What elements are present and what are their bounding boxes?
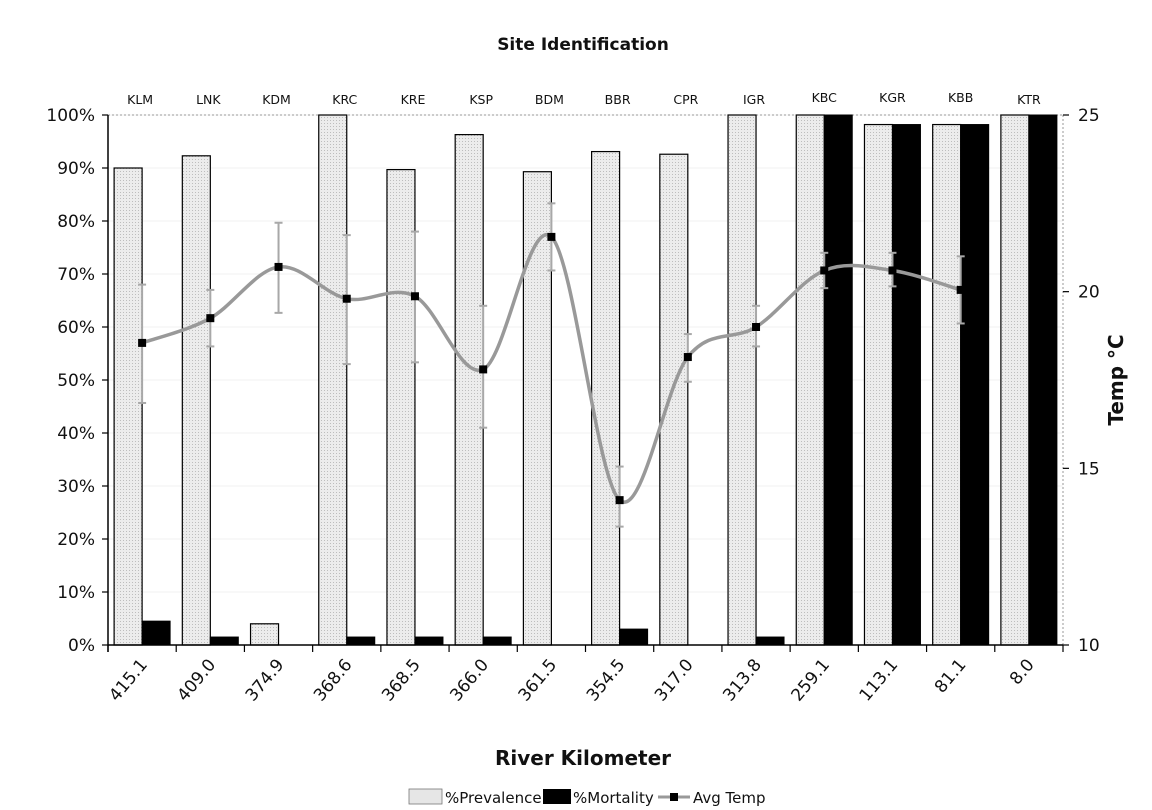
bar-mortality bbox=[960, 124, 990, 646]
bar-mortality bbox=[346, 636, 376, 646]
bar-prevalence bbox=[386, 168, 416, 646]
bar-mortality bbox=[209, 636, 239, 646]
y2-tick-label: 25 bbox=[1078, 106, 1100, 126]
y2-tick-label: 20 bbox=[1078, 283, 1100, 303]
site-label: KDM bbox=[262, 92, 291, 107]
temp-marker bbox=[888, 266, 897, 275]
temp-marker bbox=[206, 314, 215, 323]
bars bbox=[113, 114, 1058, 646]
chart-title: Site Identification bbox=[497, 35, 669, 55]
site-label: KSP bbox=[469, 92, 493, 107]
temp-marker bbox=[547, 232, 556, 241]
bar-prevalence bbox=[1000, 114, 1030, 646]
x-tick-label: 368.5 bbox=[378, 655, 425, 705]
legend-swatch-mortality bbox=[543, 789, 571, 804]
x-tick-label: 317.0 bbox=[651, 655, 698, 705]
site-label: KRE bbox=[401, 92, 426, 107]
x-tick-label: 259.1 bbox=[787, 655, 834, 705]
bar-prevalence bbox=[863, 123, 894, 646]
site-label: KBC bbox=[812, 90, 838, 105]
y-tick-label: 20% bbox=[57, 530, 95, 550]
y2-axis-title: Temp °C bbox=[1104, 334, 1128, 425]
temp-marker bbox=[138, 338, 147, 347]
y-tick-label: 10% bbox=[57, 583, 95, 603]
temp-marker bbox=[479, 365, 488, 374]
x-tick-label: 415.1 bbox=[105, 655, 152, 705]
bar-prevalence bbox=[249, 623, 280, 646]
y-tick-label: 50% bbox=[57, 371, 95, 391]
temp-marker bbox=[342, 294, 351, 303]
x-tick-label: 409.0 bbox=[174, 655, 221, 705]
site-label: KTR bbox=[1017, 92, 1041, 107]
y-tick-label: 70% bbox=[57, 265, 95, 285]
temp-line-layer bbox=[138, 232, 965, 505]
x-tick-label: 366.0 bbox=[446, 655, 493, 705]
y2-tick-label: 10 bbox=[1078, 636, 1100, 656]
x-axis-title: River Kilometer bbox=[495, 746, 671, 770]
y-tick-label: 100% bbox=[46, 106, 95, 126]
x-tick-label: 368.6 bbox=[310, 655, 357, 705]
x-axis-ticks: 415.1 409.0 374.9 368.6 368.5 366.0 361.5 354.5… bbox=[105, 645, 1064, 705]
bar-mortality bbox=[1028, 114, 1058, 646]
bar-mortality bbox=[414, 636, 444, 646]
site-label: IGR bbox=[743, 92, 765, 107]
bar-prevalence bbox=[727, 114, 757, 646]
bar-prevalence bbox=[113, 167, 143, 646]
x-tick-label: 8.0 bbox=[1006, 655, 1039, 689]
site-label: KRC bbox=[332, 92, 357, 107]
bar-prevalence bbox=[181, 155, 211, 646]
x-tick-label: 113.1 bbox=[856, 655, 903, 705]
site-label: BDM bbox=[535, 92, 564, 107]
site-label: KLM bbox=[127, 92, 153, 107]
legend-marker-temp bbox=[670, 793, 678, 801]
y-tick-label: 80% bbox=[57, 212, 95, 232]
site-labels: KLM LNK KDM KRC KRE KSP BDM BBR CPR IGR KBC KGR KBB K… bbox=[127, 90, 1041, 107]
legend-label-prevalence: %Prevalence bbox=[445, 789, 542, 807]
temp-marker bbox=[274, 262, 283, 271]
site-label: LNK bbox=[196, 92, 221, 107]
bar-mortality bbox=[141, 620, 171, 646]
y-tick-label: 60% bbox=[57, 318, 95, 338]
temp-line bbox=[141, 232, 962, 504]
legend-label-temp: Avg Temp bbox=[693, 789, 766, 807]
x-tick-label: 313.8 bbox=[719, 655, 766, 705]
x-tick-label: 354.5 bbox=[583, 655, 630, 705]
site-label: BBR bbox=[605, 92, 631, 107]
legend-label-mortality: %Mortality bbox=[573, 789, 654, 807]
temp-marker bbox=[820, 266, 829, 275]
y-axis-ticks: 0% 10% 20% 30% 40% 50% 60% 70% 80% 90% 100% bbox=[46, 106, 108, 656]
bar-mortality bbox=[482, 636, 512, 646]
bar-prevalence bbox=[659, 153, 689, 646]
site-label: KGR bbox=[879, 90, 906, 105]
bar-prevalence bbox=[522, 171, 552, 646]
legend: %Prevalence %Mortality Avg Temp bbox=[408, 788, 766, 807]
y-tick-label: 40% bbox=[57, 424, 95, 444]
bar-prevalence bbox=[795, 114, 825, 646]
bar-prevalence bbox=[454, 134, 484, 646]
temp-marker bbox=[956, 285, 965, 294]
y2-tick-label: 15 bbox=[1078, 459, 1100, 479]
bar-prevalence bbox=[318, 114, 348, 646]
bar-mortality bbox=[619, 628, 649, 646]
y-tick-label: 90% bbox=[57, 159, 95, 179]
bar-mortality bbox=[755, 636, 785, 646]
x-tick-label: 81.1 bbox=[931, 655, 971, 697]
y-tick-label: 0% bbox=[68, 636, 95, 656]
bar-mortality bbox=[823, 114, 853, 646]
y2-axis-ticks: 10 15 20 25 bbox=[1063, 106, 1100, 656]
x-tick-label: 374.9 bbox=[242, 655, 289, 705]
legend-swatch-prevalence bbox=[408, 788, 443, 805]
temp-marker bbox=[683, 353, 692, 362]
site-label: KBB bbox=[948, 90, 973, 105]
temp-marker bbox=[410, 292, 419, 301]
temp-marker bbox=[615, 496, 624, 505]
bar-prevalence bbox=[932, 123, 962, 646]
bar-mortality bbox=[891, 124, 921, 646]
temp-marker bbox=[752, 323, 761, 331]
site-label: CPR bbox=[673, 92, 698, 107]
x-tick-label: 361.5 bbox=[515, 655, 562, 705]
bar-prevalence bbox=[591, 150, 621, 646]
y-tick-label: 30% bbox=[57, 477, 95, 497]
